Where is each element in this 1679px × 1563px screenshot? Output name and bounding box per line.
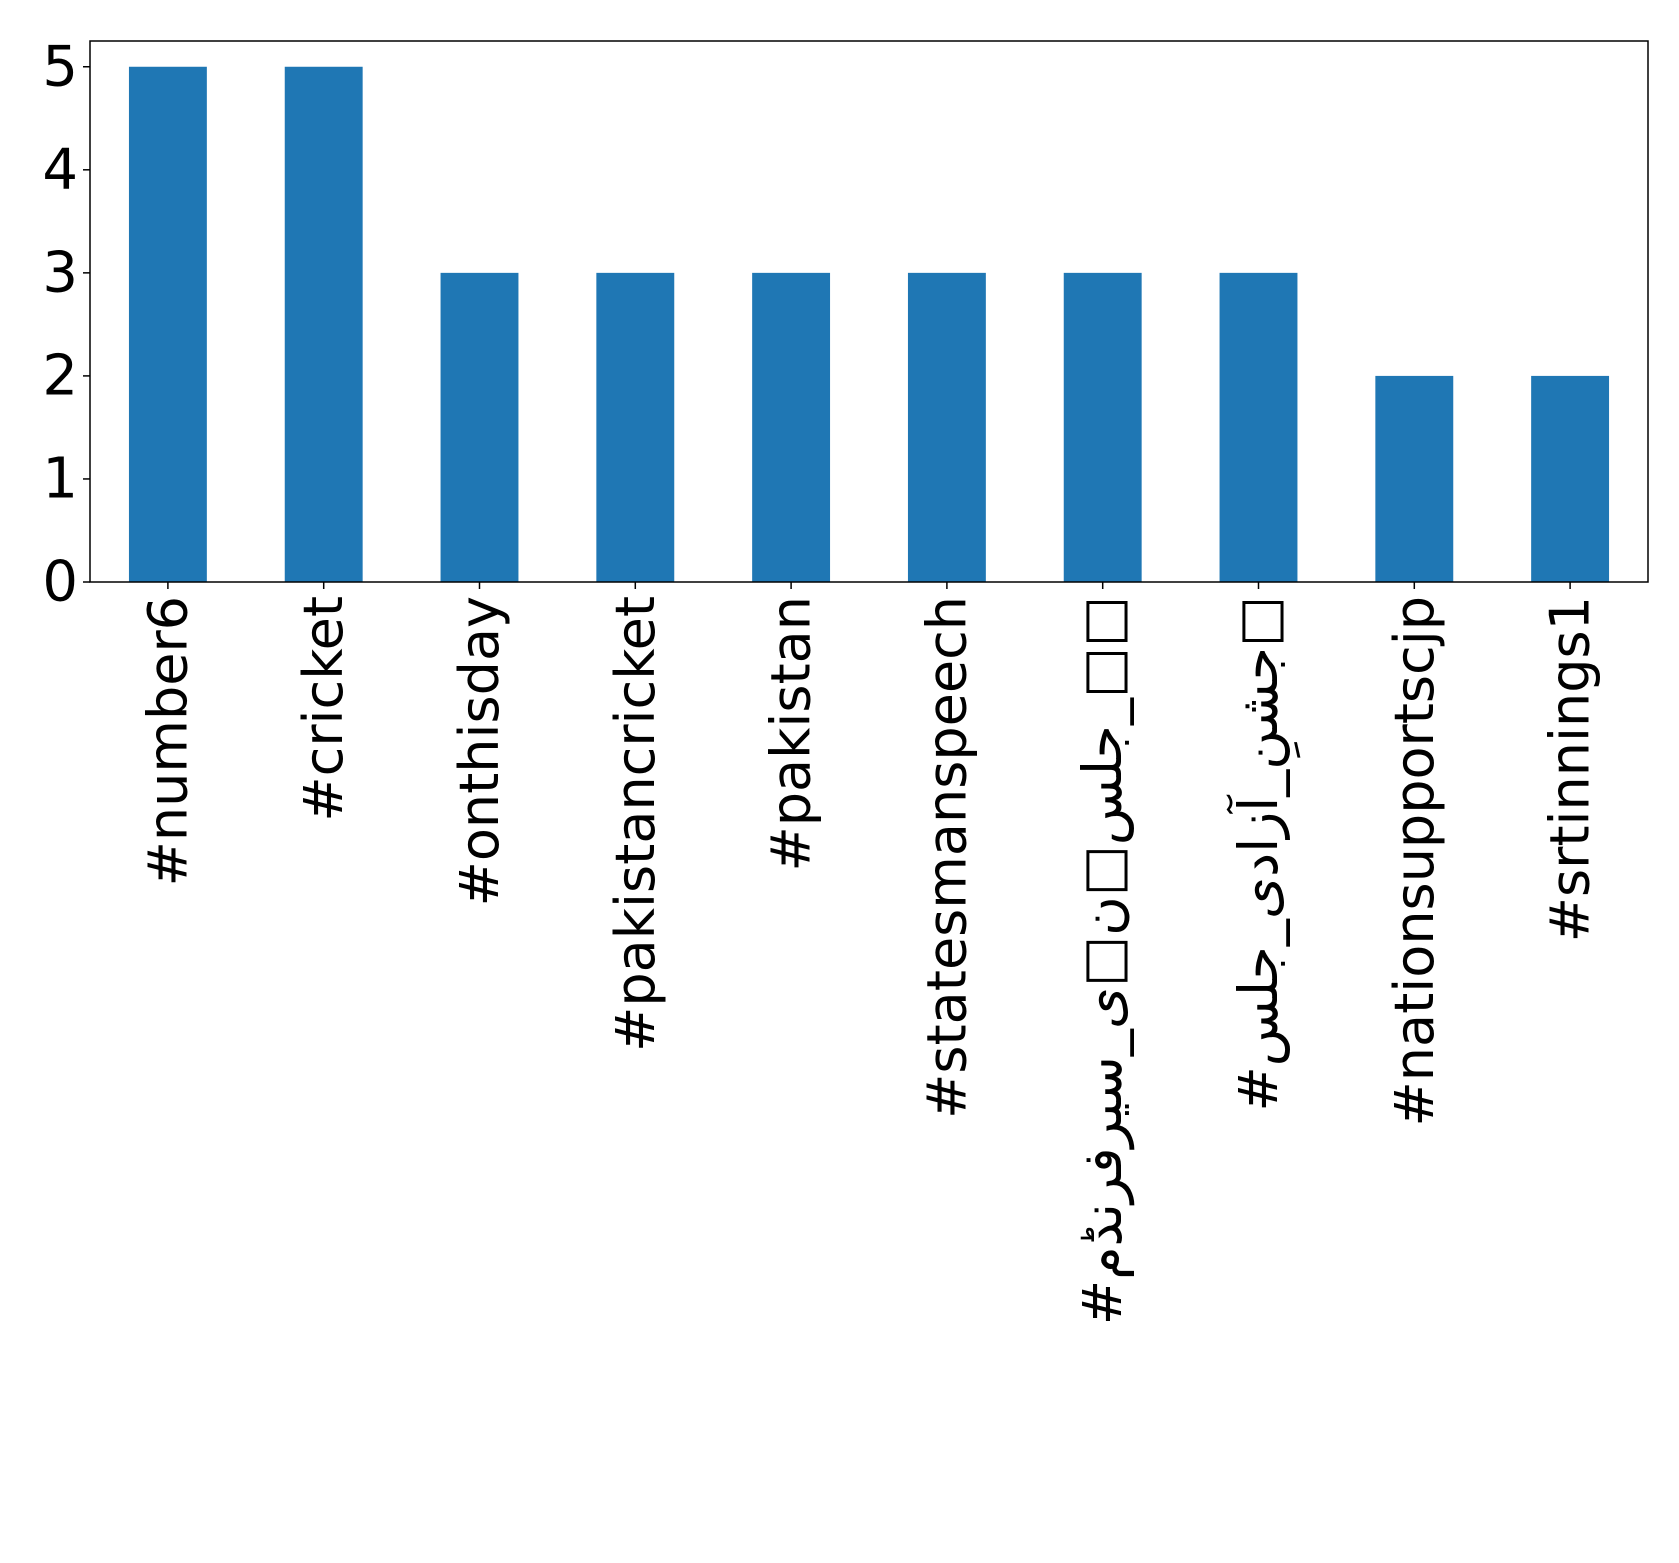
x-tick-label-8: #جشنِ_آزادی_جلس□: [1226, 596, 1301, 1111]
x-tick-label-6: #statesmanspeech: [915, 596, 978, 1119]
y-tick-label-2: 2: [42, 343, 78, 408]
y-tick-label-1: 1: [42, 446, 78, 511]
y-tick-label-4: 4: [42, 137, 78, 202]
bar-8: [1219, 272, 1298, 582]
y-tick-label-3: 3: [42, 240, 78, 305]
bar-2: [284, 66, 363, 582]
y-axis: 0 1 2 3 4 5: [42, 34, 90, 615]
bar-4: [596, 272, 675, 582]
bar-6: [907, 272, 986, 582]
bar-5: [752, 272, 831, 582]
bar-1: [128, 66, 207, 582]
x-tick-label-9: #nationsupportscjp: [1383, 596, 1446, 1126]
bars-group: [128, 66, 1610, 582]
x-tick-label-5: #pakistan: [760, 596, 823, 872]
x-tick-label-2: #cricket: [292, 596, 355, 822]
bar-3: [440, 272, 519, 582]
x-tick-label-4: #pakistancricket: [604, 596, 667, 1052]
y-tick-label-5: 5: [42, 34, 78, 99]
bar-9: [1375, 375, 1454, 582]
x-tick-label-1: #number6: [136, 596, 199, 886]
bar-10: [1531, 375, 1610, 582]
y-tick-label-0: 0: [42, 550, 78, 615]
x-tick-label-3: #onthisday: [448, 596, 511, 906]
x-tick-label-7: #جلس□ن□ی_سیرفرنڈم_□□: [1071, 596, 1134, 1325]
bar-7: [1063, 272, 1142, 582]
x-tick-label-10: #srtinnings1: [1539, 596, 1602, 942]
plot-frame: [89, 40, 1649, 583]
x-axis: #number6 #cricket #onthisday #pakistancrick…: [136, 582, 1602, 1325]
